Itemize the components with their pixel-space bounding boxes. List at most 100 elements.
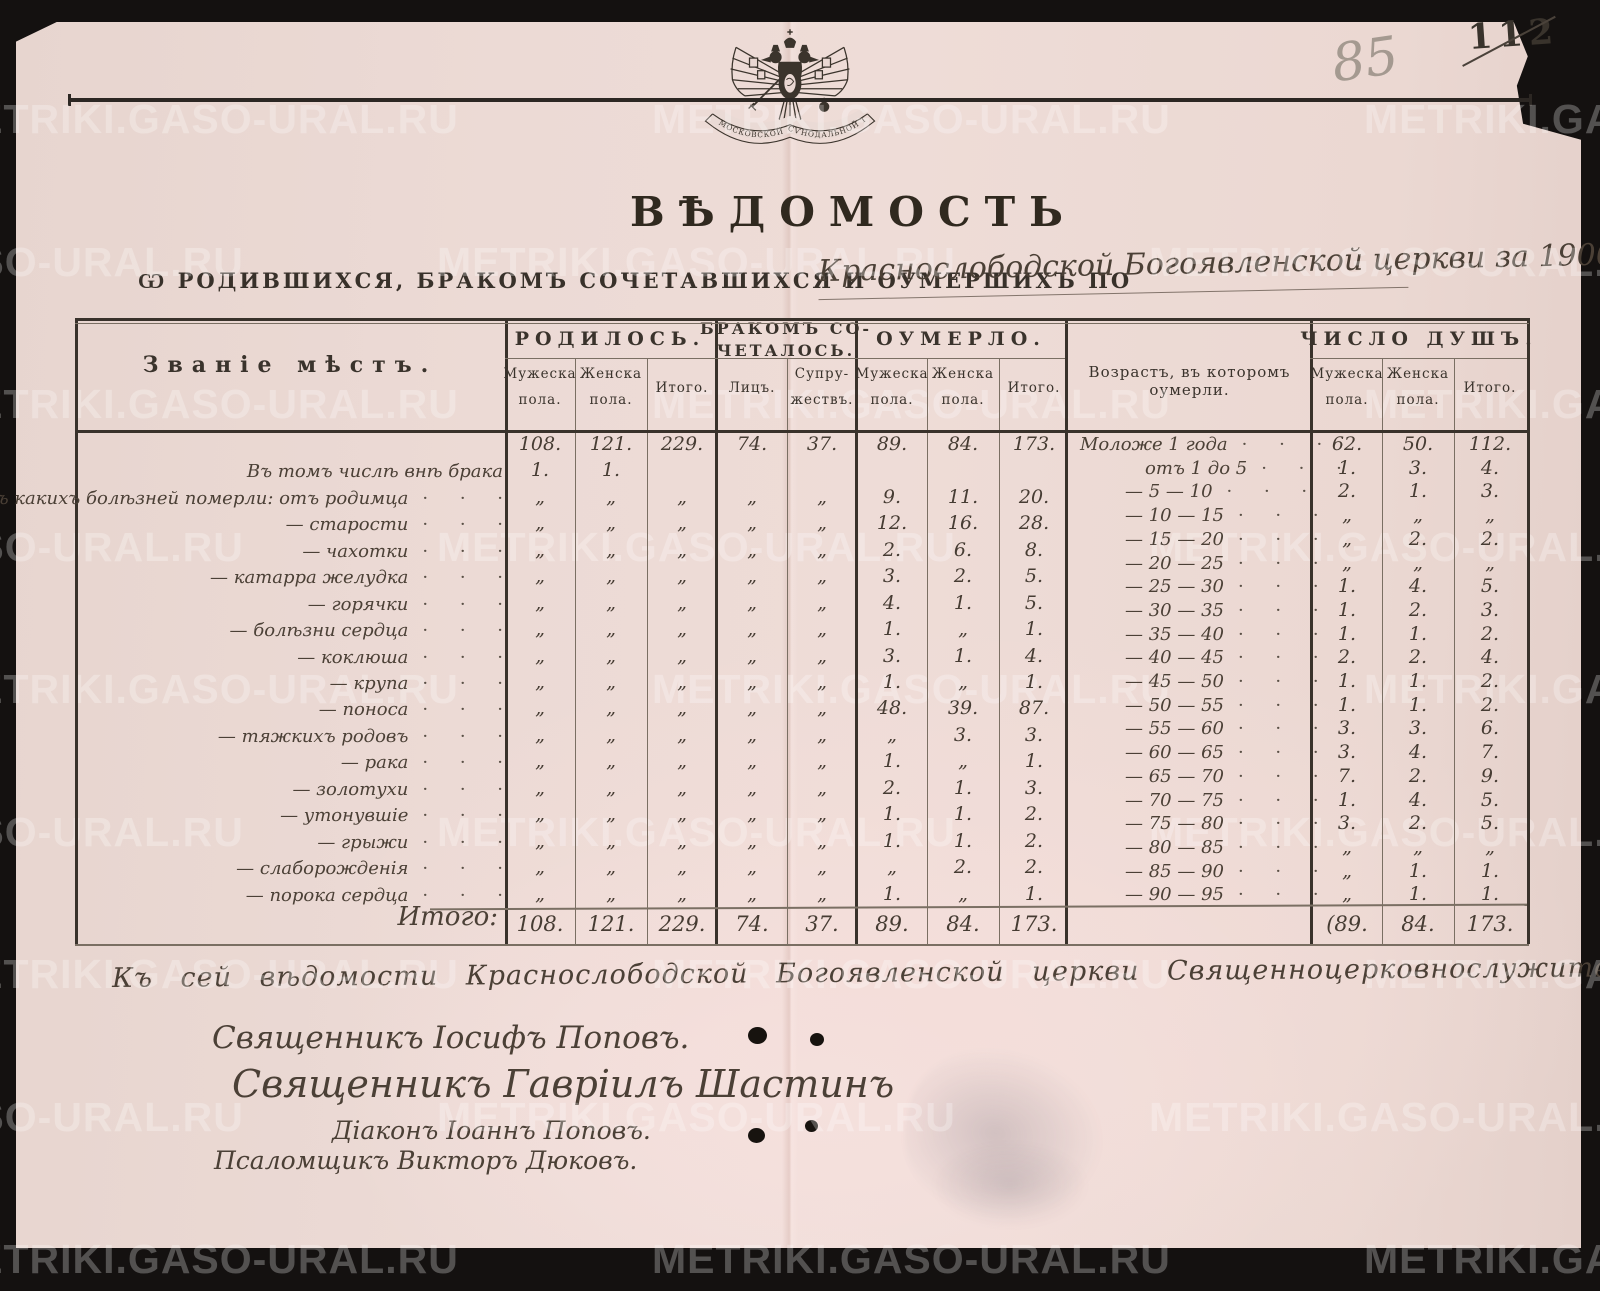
table-cell-value: „ [535, 565, 545, 588]
table-cell-value: 48. [876, 697, 908, 720]
table-cell-value: „ [535, 671, 545, 693]
cause-of-death-label: — поноса [319, 699, 503, 720]
subcolumn-header: пола. [1396, 392, 1440, 408]
table-cell-value: „ [606, 856, 616, 879]
table-cell-value: 3. [1337, 812, 1357, 835]
totals-value: 84. [1401, 912, 1435, 936]
table-cell-value: 1. [882, 803, 902, 826]
table-cell-value: 1. [882, 618, 902, 641]
table-cell-value: 9. [1480, 764, 1500, 787]
table-cell-value: „ [817, 618, 827, 641]
age-range-label: — 85 — 90 [1125, 861, 1319, 882]
table-cell-value: „ [747, 750, 757, 773]
table-cell-value: 108. [518, 433, 562, 455]
table-cell-value: 1. [1408, 859, 1428, 882]
table-cell-value: „ [606, 750, 616, 773]
cause-of-death-label: — слаборожденія [236, 858, 503, 879]
stamp-smudge [930, 1140, 1090, 1230]
column-header-zvanie: Званіе мѣстъ. [142, 352, 438, 378]
cause-of-death-label: — катарра желудка [210, 567, 503, 588]
table-cell-value: „ [677, 723, 687, 746]
table-cell-value: 3. [953, 723, 973, 746]
table-cell-value: „ [1413, 551, 1423, 574]
table-cell-value: „ [677, 882, 687, 905]
fold-crease [782, 22, 798, 1248]
table-cell-value: 9. [882, 485, 902, 508]
table-cell-value: „ [747, 512, 757, 535]
table-cell-value: „ [535, 776, 545, 799]
table-cell-value: „ [535, 856, 545, 879]
table-cell-value: 7. [1337, 764, 1357, 787]
table-top-rule-thin [75, 323, 1529, 324]
table-cell-value: 2. [1408, 764, 1428, 787]
table-cell-value: 1. [1337, 575, 1357, 598]
totals-value: 173. [1010, 912, 1058, 936]
table-cell-value: 2. [1408, 598, 1428, 621]
table-cell-value: 89. [876, 433, 908, 455]
table-cell-value: „ [958, 671, 968, 693]
table-cell-value: „ [606, 776, 616, 799]
table-cell-value: 5. [1024, 591, 1044, 614]
age-range-label: — 25 — 30 [1125, 576, 1319, 597]
table-cell-value: 8. [1024, 538, 1044, 561]
table-vertical-rule-thin [575, 358, 576, 944]
totals-value: 108. [516, 912, 564, 936]
table-cell-value: „ [606, 671, 616, 693]
table-cell-value: 3. [1408, 456, 1428, 479]
table-top-rule [75, 318, 1529, 321]
table-cell-value: „ [817, 829, 827, 852]
table-cell-value: „ [535, 803, 545, 826]
table-cell-value: 2. [1337, 480, 1357, 503]
table-cell-value: 37. [806, 433, 838, 455]
table-cell-value: 1. [1024, 618, 1044, 641]
table-cell-value: 3. [882, 565, 902, 588]
table-vertical-rule-thin [1382, 358, 1383, 944]
table-vertical-rule [505, 318, 508, 944]
age-range-label: — 45 — 50 [1125, 671, 1319, 692]
table-cell-value: „ [747, 538, 757, 561]
subcolumn-header: пола. [1325, 392, 1369, 408]
table-cell-value: 2. [953, 565, 973, 588]
cause-of-death-label: — старости [286, 514, 503, 535]
cause-of-death-label: Въ томъ числѣ внѣ брака [246, 461, 503, 483]
table-cell-value: „ [1342, 527, 1352, 550]
group-underline [715, 358, 855, 359]
table-cell-value: 6. [953, 538, 973, 561]
table-cell-value: 2. [1024, 803, 1044, 826]
table-cell-value: 4. [1408, 788, 1428, 811]
subcolumn-header: Итого. [655, 380, 709, 396]
ink-blot [810, 1033, 824, 1046]
table-cell-value: „ [535, 829, 545, 852]
table-cell-value: 229. [660, 433, 704, 455]
table-cell-value: 2. [1408, 812, 1428, 835]
table-cell-value: 173. [1012, 433, 1056, 455]
age-range-label: — 15 — 20 [1125, 529, 1319, 550]
group-underline [1310, 358, 1527, 359]
table-cell-value: 1. [1337, 693, 1357, 716]
age-range-label: — 10 — 15 [1125, 505, 1319, 526]
table-cell-value: „ [747, 618, 757, 641]
table-cell-value: 3. [1408, 717, 1428, 740]
table-cell-value: 74. [736, 433, 768, 455]
table-cell-value: 39. [947, 697, 979, 720]
table-cell-value: 2. [1024, 829, 1044, 852]
table-cell-value: „ [958, 618, 968, 641]
table-cell-value: 121. [589, 433, 633, 455]
table-cell-value: 1. [882, 882, 902, 905]
table-cell-value: 1. [1408, 622, 1428, 645]
table-cell-value: 1. [882, 829, 902, 852]
table-cell-value: „ [817, 776, 827, 799]
table-cell-value: 3. [1024, 723, 1044, 746]
table-cell-value: 2. [953, 856, 973, 879]
table-cell-value: „ [747, 485, 757, 508]
table-cell-value: 62. [1331, 433, 1363, 455]
table-cell-value: 1. [953, 803, 973, 826]
age-range-label: — 90 — 95 [1125, 884, 1319, 905]
rule-end-cap [1529, 94, 1532, 106]
age-range-label: — 60 — 65 [1125, 742, 1319, 763]
subcolumn-header: пола. [589, 392, 633, 408]
cause-of-death-label: — утонувшіе [280, 805, 503, 826]
table-cell-value: 1. [1337, 622, 1357, 645]
table-cell-value: 1. [1024, 750, 1044, 773]
totals-value: (89. [1326, 912, 1368, 936]
